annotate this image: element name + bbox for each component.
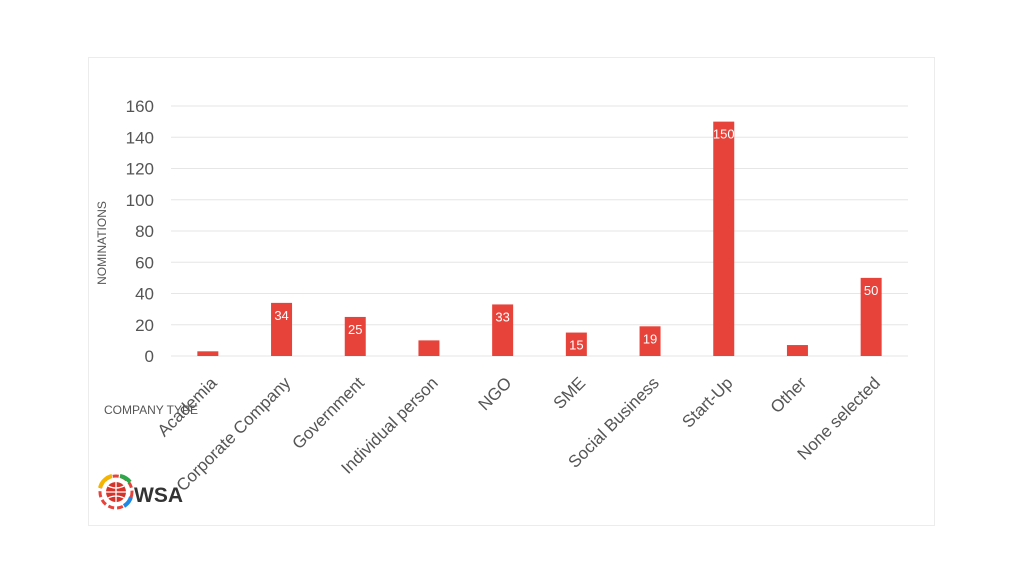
x-tick-label: Government bbox=[288, 373, 368, 453]
bar bbox=[344, 316, 366, 356]
bar bbox=[786, 345, 808, 356]
x-tick-label: SME bbox=[550, 373, 589, 412]
gridlines bbox=[171, 105, 908, 357]
bar bbox=[639, 326, 661, 356]
bars bbox=[197, 121, 882, 356]
data-label: 50 bbox=[864, 283, 878, 298]
y-tick-label: 0 bbox=[145, 347, 154, 366]
data-label: 15 bbox=[569, 338, 583, 353]
y-tick-label: 60 bbox=[135, 253, 154, 272]
y-tick-label: 20 bbox=[135, 316, 154, 335]
data-label: 25 bbox=[348, 322, 362, 337]
data-label: 19 bbox=[643, 331, 657, 346]
bar bbox=[492, 304, 514, 356]
x-axis-title: COMPANY TYPE bbox=[104, 403, 198, 417]
data-label: 150 bbox=[713, 127, 735, 142]
bar bbox=[565, 332, 587, 356]
y-tick-label: 40 bbox=[135, 285, 154, 304]
y-tick-label: 100 bbox=[126, 191, 154, 210]
y-tick-label: 120 bbox=[126, 160, 154, 179]
bar bbox=[271, 302, 293, 356]
data-label: 34 bbox=[274, 308, 288, 323]
y-tick-label: 140 bbox=[126, 128, 154, 147]
chart-card bbox=[88, 57, 935, 526]
logo-text: WSA bbox=[134, 484, 183, 507]
globe-icon bbox=[98, 474, 134, 510]
bar bbox=[418, 340, 440, 356]
x-tick-label: NGO bbox=[475, 373, 516, 414]
y-tick-label: 160 bbox=[126, 97, 154, 116]
y-axis-ticks: 0 20 40 60 80 100 120 140 160 bbox=[126, 97, 154, 366]
x-tick-label: Other bbox=[767, 373, 811, 417]
bar bbox=[860, 277, 882, 356]
x-tick-label: Start-Up bbox=[678, 373, 736, 431]
y-tick-label: 80 bbox=[135, 222, 154, 241]
data-labels: 34 25 33 15 19 150 50 bbox=[274, 127, 878, 353]
data-label: 33 bbox=[495, 309, 509, 324]
bar bbox=[713, 121, 735, 356]
y-axis-title: NOMINATIONS bbox=[95, 201, 109, 285]
bar bbox=[197, 351, 219, 356]
